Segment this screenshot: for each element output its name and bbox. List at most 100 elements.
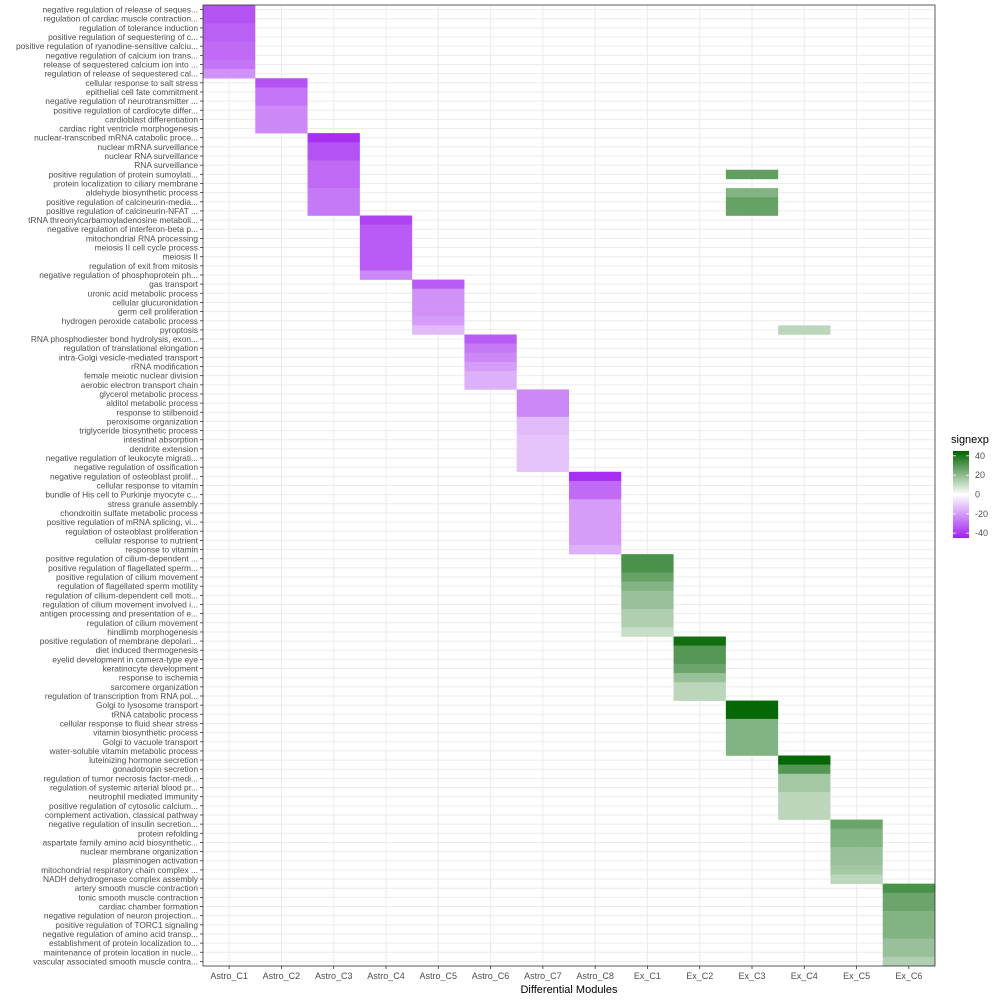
y-tick-labels: negative regulation of release of seques…	[16, 5, 203, 966]
y-tick-label: eyelid development in camera-type eye	[52, 654, 198, 664]
y-tick-label: regulation of translational elongation	[63, 343, 198, 353]
y-tick-label: negative regulation of phosphoprotein ph…	[39, 270, 198, 280]
heatmap-cell-ex-c1	[621, 618, 674, 628]
heatmap-cell-ex-c3	[725, 718, 779, 729]
y-tick-label: positive regulation of sequestering of c…	[48, 32, 198, 42]
y-tick-label: vitamin biosynthetic process	[93, 728, 198, 738]
y-tick-label: nuclear membrane organization	[80, 847, 198, 857]
heatmap-cell-astro-c1	[203, 69, 256, 79]
y-tick-label: regulation of tumor necrosis factor-medi…	[43, 773, 198, 783]
y-tick-label: cellular response to vitamin	[97, 481, 199, 491]
heatmap-cell-ex-c2	[673, 654, 726, 665]
y-tick-label: regulation of transcription from RNA pol…	[45, 691, 198, 701]
y-tick-label: rRNA modification	[131, 362, 198, 372]
heatmap-cell-astro-c8	[569, 535, 622, 546]
y-tick-label: response to ischemia	[119, 673, 198, 683]
y-tick-label: gonadotropin secretion	[113, 764, 199, 774]
heatmap-cell-astro-c1	[203, 14, 256, 24]
y-tick-label: negative regulation of neurotransmitter …	[45, 96, 198, 106]
heatmap-cell-astro-c3	[307, 160, 360, 171]
y-tick-label: nuclear-transcribed mRNA catabolic proce…	[34, 133, 198, 143]
x-tick-label: Astro_C6	[472, 971, 510, 981]
y-tick-label: positive regulation of cytosolic calcium…	[49, 801, 198, 811]
y-tick-label: RNA surveillance	[134, 160, 198, 170]
y-tick-label: mitochondrial RNA processing	[86, 233, 199, 243]
heatmap-cell-astro-c3	[307, 206, 360, 216]
y-tick-label: meiosis II cell cycle process	[95, 243, 198, 253]
heatmap-cell-ex-c1	[621, 609, 674, 619]
heatmap-cell-astro-c8	[569, 471, 622, 482]
y-tick-label: response to vitamin	[125, 545, 198, 555]
y-tick-label: positive regulation of flagellated sperm…	[48, 563, 198, 573]
heatmap-cell-astro-c2	[255, 114, 308, 125]
y-tick-label: regulation of flagellated sperm motility	[57, 581, 198, 591]
x-tick-label: Astro_C2	[263, 971, 301, 981]
heatmap-cell-astro-c3	[307, 133, 360, 143]
x-tick-label: Astro_C5	[420, 971, 458, 981]
heatmap-cell-ex-c4	[778, 810, 831, 820]
heatmap-cell-ex-c4	[778, 755, 831, 765]
y-tick-label: cardiac right ventricle morphogenesis	[59, 124, 198, 134]
heatmap-cell-ex-c6	[882, 911, 935, 921]
y-tick-label: RNA phosphodiester bond hydrolysis, exon…	[31, 334, 198, 344]
y-tick-label: pyroptosis	[160, 325, 198, 335]
heatmap-cell-astro-c1	[203, 32, 256, 42]
y-tick-label: regulation of cilium-dependent cell moti…	[46, 590, 198, 600]
heatmap-cell-ex-c3	[725, 188, 779, 198]
x-tick-label: Astro_C4	[367, 971, 405, 981]
heatmap-cell-ex-c5	[830, 856, 883, 866]
heatmap-cell-astro-c8	[569, 544, 622, 555]
heatmap-cell-astro-c7	[516, 435, 569, 445]
y-tick-label: bundle of His cell to Purkinje myocyte c…	[45, 490, 198, 500]
heatmap-cell-ex-c6	[882, 929, 935, 939]
heatmap-cell-astro-c7	[516, 462, 569, 473]
y-tick-label: gas transport	[149, 279, 199, 289]
heatmap-cell-astro-c7	[516, 398, 569, 408]
heatmap-cell-ex-c2	[673, 663, 726, 674]
heatmap-cell-ex-c6	[882, 920, 935, 930]
y-tick-label: protein localization to ciliary membrane	[53, 178, 198, 188]
y-tick-label: response to stilbenoid	[117, 407, 199, 417]
heatmap-cell-ex-c4	[778, 782, 831, 793]
x-tick-label: Ex_C4	[791, 971, 818, 981]
heatmap-cell-astro-c6	[464, 361, 517, 372]
heatmap-cell-ex-c5	[830, 865, 883, 875]
heatmap-cell-astro-c4	[359, 242, 413, 253]
y-tick-label: neutrophil mediated immunity	[89, 792, 199, 802]
heatmap-cell-astro-c7	[516, 416, 569, 427]
y-tick-label: positive regulation of cilium movement	[56, 572, 199, 582]
y-tick-label: antigen processing and presentation of e…	[40, 609, 198, 619]
y-tick-label: negative regulation of amino acid transp…	[43, 929, 199, 939]
heatmap-cell-astro-c6	[464, 371, 517, 381]
heatmap-cell-ex-c6	[882, 901, 935, 912]
heatmap-cell-ex-c2	[673, 682, 726, 692]
heatmap-cell-ex-c1	[621, 581, 674, 592]
heatmap-cell-ex-c3	[725, 728, 779, 738]
y-tick-label: negative regulation of neuron projection…	[44, 911, 198, 921]
heatmap-cell-astro-c3	[307, 169, 360, 180]
heatmap-cell-astro-c2	[255, 78, 308, 88]
y-tick-label: triglyceride biosynthetic process	[79, 426, 198, 436]
legend-colorbar	[953, 451, 969, 538]
y-tick-label: NADH dehydrogenase complex assembly	[43, 874, 199, 884]
heatmap-cell-astro-c4	[359, 224, 413, 235]
heatmap-cell-astro-c2	[255, 87, 308, 97]
y-tick-label: nuclear RNA surveillance	[104, 151, 198, 161]
heatmap-cell-ex-c3	[725, 746, 779, 756]
heatmap-cell-astro-c3	[307, 197, 360, 207]
heatmap-cell-astro-c8	[569, 499, 622, 509]
y-tick-label: negative regulation of calcium ion trans…	[46, 50, 198, 60]
heatmap-cell-astro-c3	[307, 188, 360, 198]
y-tick-label: protein refolding	[138, 828, 198, 838]
heatmap-cell-astro-c6	[464, 380, 517, 390]
x-tick-label: Astro_C1	[210, 971, 248, 981]
legend-tick-label: -40	[975, 528, 988, 538]
y-tick-label: keratinocyte development	[103, 664, 199, 674]
heatmap-cell-ex-c5	[830, 819, 883, 830]
y-tick-label: alditol metabolic process	[106, 398, 198, 408]
y-tick-label: aldehyde biosynthetic process	[86, 188, 198, 198]
heatmap-cell-astro-c8	[569, 517, 622, 527]
y-tick-label: regulation of osteoblast proliferation	[65, 526, 198, 536]
heatmap-cell-astro-c4	[359, 270, 413, 280]
